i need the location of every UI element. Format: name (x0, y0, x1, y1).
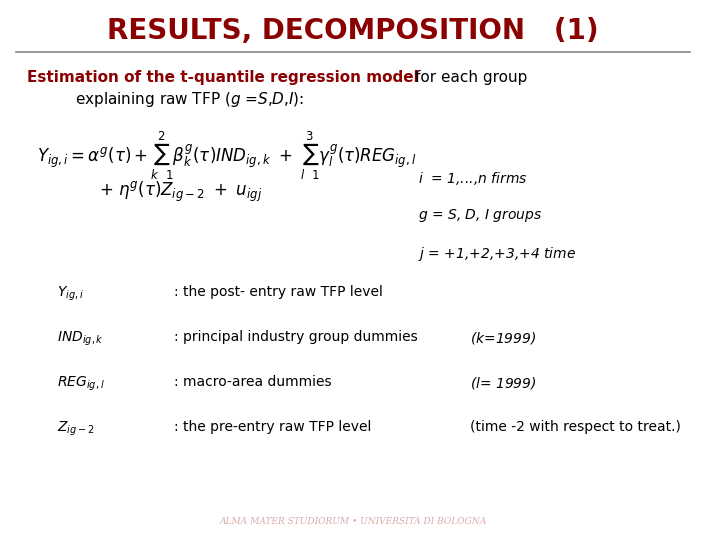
Text: ($k$=1999): ($k$=1999) (470, 329, 536, 346)
Text: explaining raw TFP ($g$ =$S$,$D$,$I$):: explaining raw TFP ($g$ =$S$,$D$,$I$): (75, 90, 304, 109)
Text: $Y_{ig,i} = \alpha^{g}(\tau) + \sum_{k\ \ 1}^{2} \beta_{k}^{g}(\tau)IND_{ig,k}\ : $Y_{ig,i} = \alpha^{g}(\tau) + \sum_{k\ … (37, 130, 416, 182)
Text: : the pre-entry raw TFP level: : the pre-entry raw TFP level (174, 420, 372, 434)
Text: $REG_{ig,l}$: $REG_{ig,l}$ (58, 375, 105, 393)
Text: $Z_{ig-2}$: $Z_{ig-2}$ (58, 420, 95, 438)
Text: ($l$= 1999): ($l$= 1999) (470, 375, 536, 390)
Text: $IND_{ig,k}$: $IND_{ig,k}$ (58, 329, 104, 348)
Text: (time -2 with respect to treat.): (time -2 with respect to treat.) (470, 420, 681, 434)
Text: $+\ \eta^{g}(\tau)Z_{ig-2}\ +\ u_{igj}$: $+\ \eta^{g}(\tau)Z_{ig-2}\ +\ u_{igj}$ (99, 180, 262, 204)
Text: RESULTS, DECOMPOSITION   (1): RESULTS, DECOMPOSITION (1) (107, 17, 599, 45)
Text: Estimation of the t-quantile regression model: Estimation of the t-quantile regression … (27, 70, 418, 85)
Text: : macro-area dummies: : macro-area dummies (174, 375, 332, 389)
Text: ALMA MATER STUDIORUM • UNIVERSITÀ DI BOLOGNA: ALMA MATER STUDIORUM • UNIVERSITÀ DI BOL… (220, 517, 487, 526)
Text: $g$ = S, D, I groups: $g$ = S, D, I groups (418, 207, 543, 224)
Text: $Y_{ig,i}$: $Y_{ig,i}$ (58, 285, 84, 303)
Text: $i$  = 1,...,n firms: $i$ = 1,...,n firms (418, 170, 528, 187)
Text: $j$ = +1,+2,+3,+4 time: $j$ = +1,+2,+3,+4 time (418, 245, 577, 263)
Text: : the post- entry raw TFP level: : the post- entry raw TFP level (174, 285, 383, 299)
Text: for each group: for each group (415, 70, 528, 85)
Text: : principal industry group dummies: : principal industry group dummies (174, 329, 418, 343)
